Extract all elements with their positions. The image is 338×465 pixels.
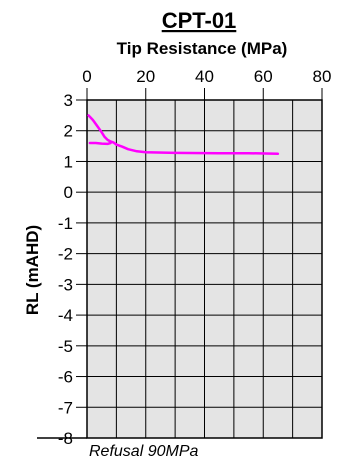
y-axis-label: RL (mAHD) — [23, 225, 42, 315]
y-tick-label: -7 — [58, 398, 73, 417]
y-tick-label: 3 — [64, 91, 73, 110]
y-tick-label: -5 — [58, 337, 73, 356]
x-tick-labels: 0 20 40 60 80 — [82, 67, 331, 100]
y-tick-label: -3 — [58, 275, 73, 294]
y-tick-label: -2 — [58, 245, 73, 264]
x-tick-label: 80 — [313, 67, 332, 86]
x-tick-label: 40 — [195, 67, 214, 86]
refusal-annotation: Refusal 90MPa — [89, 443, 198, 460]
chart-title: CPT-01 — [162, 8, 237, 33]
y-tick-label: -1 — [58, 214, 73, 233]
y-tick-label: -4 — [58, 306, 73, 325]
series-line-1 — [87, 114, 280, 156]
grid-lines — [86, 99, 323, 439]
x-tick-label: 20 — [136, 67, 155, 86]
series-layer — [87, 114, 280, 156]
series-line-2 — [88, 141, 112, 146]
x-tick-label: 60 — [254, 67, 273, 86]
y-tick-label: 2 — [64, 122, 73, 141]
y-tick-label: 0 — [64, 183, 73, 202]
x-tick-label: 0 — [82, 67, 91, 86]
y-tick-label: -6 — [58, 368, 73, 387]
y-tick-label: 1 — [64, 152, 73, 171]
x-axis-label: Tip Resistance (MPa) — [117, 39, 288, 58]
